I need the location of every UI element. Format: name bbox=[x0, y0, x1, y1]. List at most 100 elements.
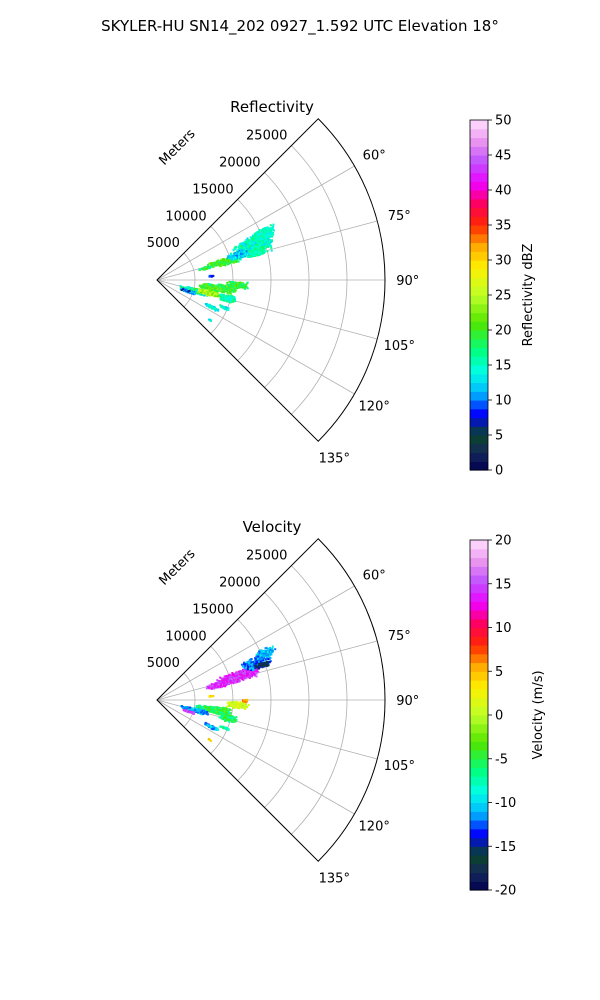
echo-gate bbox=[228, 679, 230, 681]
echo-gate bbox=[254, 234, 257, 237]
echo-gate bbox=[256, 661, 259, 664]
echo-gate bbox=[243, 704, 245, 707]
azimuth-gridline bbox=[156, 585, 355, 701]
echo-gate bbox=[248, 243, 251, 246]
echo-gate bbox=[222, 291, 225, 294]
echo-gate bbox=[208, 286, 211, 289]
echo-gate bbox=[198, 284, 201, 287]
echo-gate bbox=[263, 652, 266, 655]
echo-gate bbox=[259, 235, 262, 237]
echo-gate bbox=[229, 255, 232, 258]
colorbar-swatch bbox=[470, 137, 488, 147]
echo-gate bbox=[269, 648, 272, 651]
echo-gate bbox=[246, 242, 249, 244]
echo-gate bbox=[257, 253, 260, 256]
echo-gate bbox=[270, 246, 273, 249]
echo-gate bbox=[237, 674, 240, 677]
echo-gate bbox=[248, 664, 251, 667]
echo-gate bbox=[205, 284, 208, 287]
echo-gate bbox=[255, 234, 258, 237]
echo-gate bbox=[271, 647, 274, 650]
echo-gate bbox=[270, 230, 273, 233]
echo-gate bbox=[253, 243, 256, 246]
echo-gate bbox=[260, 241, 263, 244]
echo-gate bbox=[270, 653, 273, 656]
echo-gate bbox=[225, 298, 228, 301]
echo-gate bbox=[234, 701, 237, 703]
echo-gate bbox=[219, 283, 222, 286]
echo-gate bbox=[200, 291, 203, 294]
echo-gate bbox=[248, 677, 251, 679]
echo-gate bbox=[239, 253, 242, 256]
echo-gate bbox=[231, 673, 234, 676]
echo-gate bbox=[245, 250, 248, 253]
echo-gate bbox=[212, 293, 215, 296]
echo-gate bbox=[230, 258, 233, 261]
echo-gate bbox=[267, 243, 270, 246]
echo-gate bbox=[261, 665, 264, 668]
echo-gate bbox=[232, 704, 235, 707]
echo-gate bbox=[262, 233, 265, 236]
colorbar-swatch bbox=[470, 382, 488, 392]
echo-gate bbox=[255, 251, 258, 254]
echo-gate bbox=[219, 294, 222, 296]
colorbar-tick-label: 20 bbox=[495, 324, 512, 339]
echo-gate bbox=[184, 289, 187, 291]
echo-gate bbox=[252, 662, 255, 665]
echo-gate bbox=[230, 295, 233, 297]
echo-gate bbox=[226, 284, 228, 287]
echo-gate bbox=[220, 293, 223, 296]
echo-gate bbox=[254, 663, 257, 666]
echo-gate bbox=[247, 666, 250, 668]
echo-gate bbox=[215, 706, 217, 709]
echo-gate bbox=[262, 650, 265, 653]
echo-gate bbox=[260, 650, 263, 653]
echo-gate bbox=[208, 709, 211, 712]
echo-gate bbox=[267, 228, 270, 231]
echo-gate bbox=[255, 653, 258, 656]
echo-gate bbox=[265, 650, 268, 653]
echo-gate bbox=[241, 285, 244, 288]
echo-gate bbox=[208, 262, 211, 265]
echo-gate bbox=[228, 280, 231, 283]
range-tick-label: 5000 bbox=[147, 236, 180, 251]
echo-gate bbox=[228, 262, 231, 265]
echo-gate bbox=[219, 686, 222, 689]
echo-gate bbox=[236, 284, 239, 287]
colorbar-swatch bbox=[470, 172, 488, 182]
echo-gate bbox=[240, 672, 243, 675]
echo-gate bbox=[269, 657, 272, 659]
azimuth-tick-label: 90° bbox=[396, 274, 419, 289]
echo-gate bbox=[223, 306, 226, 309]
echo-gate bbox=[252, 235, 255, 238]
echo-gate bbox=[237, 672, 240, 675]
echo-gate bbox=[244, 286, 247, 288]
azimuth-tick-label: 60° bbox=[363, 149, 386, 164]
echo-gate bbox=[235, 678, 237, 681]
echo-gate bbox=[220, 258, 223, 261]
echo-gate bbox=[179, 285, 182, 287]
echo-gate bbox=[222, 677, 225, 680]
velocity-panel: Velocity Meters 60°75°90°105°120°135°500… bbox=[147, 518, 546, 899]
echo-gate bbox=[215, 686, 218, 688]
echo-gate bbox=[236, 282, 239, 285]
echo-gate bbox=[259, 251, 262, 254]
echo-gate bbox=[257, 231, 260, 234]
echo-gate bbox=[256, 670, 259, 672]
echo-gate bbox=[244, 664, 247, 667]
echo-gate bbox=[237, 249, 240, 252]
echo-gate bbox=[222, 682, 225, 685]
echo-gate bbox=[234, 285, 236, 288]
echo-gate bbox=[255, 245, 258, 248]
echo-gate bbox=[219, 287, 222, 289]
echo-gate bbox=[251, 662, 254, 665]
echo-gate bbox=[259, 253, 261, 256]
echo-gate bbox=[217, 683, 220, 686]
echo-gate bbox=[260, 233, 263, 236]
echo-gate bbox=[203, 285, 206, 288]
echo-gate bbox=[232, 248, 235, 251]
echo-gate bbox=[257, 242, 260, 245]
colorbar-swatch bbox=[470, 400, 488, 410]
echo-gate bbox=[266, 246, 269, 248]
echo-gate bbox=[229, 701, 232, 704]
